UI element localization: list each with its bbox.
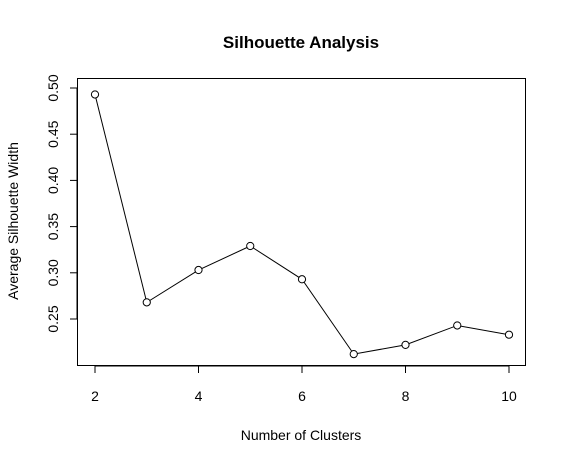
y-tick-label: 0.40 <box>45 167 61 194</box>
series-line <box>94 94 510 355</box>
x-tick-label: 10 <box>501 388 517 404</box>
data-point <box>142 298 151 307</box>
data-point <box>246 241 255 251</box>
chart-title: Silhouette Analysis <box>223 33 379 52</box>
x-tick-label: 2 <box>91 388 99 404</box>
y-tick-label: 0.45 <box>45 120 61 147</box>
x-tick-label: 8 <box>402 388 410 404</box>
data-point <box>194 265 203 275</box>
series-group <box>90 90 514 359</box>
x-axis-label: Number of Clusters <box>241 427 362 443</box>
data-point <box>349 350 358 359</box>
data-point <box>401 340 410 349</box>
x-tick-label: 4 <box>195 388 203 404</box>
x-axis: 2 4 6 8 10 <box>91 365 517 404</box>
y-tick-label: 0.35 <box>45 213 61 240</box>
data-point <box>453 321 462 330</box>
x-tick-label: 6 <box>298 388 306 404</box>
y-tick-label: 0.30 <box>45 259 61 286</box>
data-point <box>90 90 100 99</box>
y-axis: 0.25 0.30 0.35 0.40 0.45 0.50 <box>45 74 78 333</box>
y-tick-label: 0.25 <box>45 305 61 332</box>
data-point <box>297 275 307 284</box>
y-tick-label: 0.50 <box>45 74 61 101</box>
y-axis-label: Average Silhouette Width <box>5 142 21 300</box>
data-point <box>504 330 514 339</box>
